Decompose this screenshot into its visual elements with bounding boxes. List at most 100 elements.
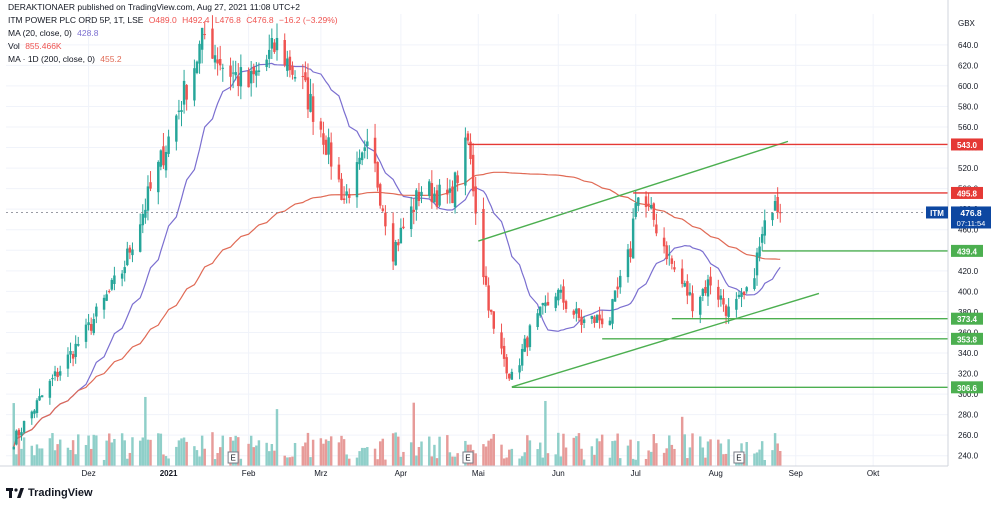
candle-body[interactable] bbox=[286, 58, 289, 71]
candle-body[interactable] bbox=[487, 285, 490, 311]
candle-body[interactable] bbox=[221, 67, 225, 69]
candle-body[interactable] bbox=[319, 121, 323, 130]
candle-body[interactable] bbox=[409, 206, 413, 230]
candle-body[interactable] bbox=[518, 365, 521, 373]
candle-body[interactable] bbox=[193, 68, 196, 101]
candle-body[interactable] bbox=[89, 324, 93, 331]
candle-body[interactable] bbox=[582, 319, 586, 323]
candle-body[interactable] bbox=[474, 186, 477, 214]
candle-body[interactable] bbox=[546, 301, 550, 306]
candle-body[interactable] bbox=[520, 348, 524, 366]
candle-body[interactable] bbox=[92, 318, 95, 334]
candle-body[interactable] bbox=[673, 267, 676, 270]
candle-body[interactable] bbox=[435, 190, 439, 207]
candle-body[interactable] bbox=[631, 218, 635, 259]
candle-body[interactable] bbox=[719, 295, 723, 300]
trendline[interactable] bbox=[478, 140, 789, 242]
candle-body[interactable] bbox=[402, 226, 405, 229]
candle-body[interactable] bbox=[456, 175, 459, 183]
candle-body[interactable] bbox=[745, 287, 748, 292]
candle-body[interactable] bbox=[771, 212, 774, 221]
candle-body[interactable] bbox=[342, 198, 346, 200]
candle-body[interactable] bbox=[74, 343, 77, 358]
candle-body[interactable] bbox=[536, 313, 539, 328]
candle-body[interactable] bbox=[554, 296, 557, 308]
candle-body[interactable] bbox=[704, 287, 707, 294]
candle-body[interactable] bbox=[17, 429, 21, 436]
candle-body[interactable] bbox=[412, 209, 415, 212]
candle-body[interactable] bbox=[87, 322, 90, 326]
candle-body[interactable] bbox=[157, 161, 160, 193]
candle-body[interactable] bbox=[229, 65, 232, 77]
candle-body[interactable] bbox=[327, 137, 330, 155]
candle-body[interactable] bbox=[415, 190, 418, 210]
candle-body[interactable] bbox=[231, 72, 235, 74]
candle-body[interactable] bbox=[376, 162, 379, 188]
candle-body[interactable] bbox=[572, 310, 576, 315]
candle-body[interactable] bbox=[291, 65, 294, 75]
candle-body[interactable] bbox=[438, 184, 441, 206]
candle-body[interactable] bbox=[670, 258, 674, 264]
candle-body[interactable] bbox=[363, 147, 366, 151]
candle-body[interactable] bbox=[433, 193, 436, 203]
candle-body[interactable] bbox=[665, 245, 668, 260]
candle-body[interactable] bbox=[355, 162, 359, 198]
candle-body[interactable] bbox=[528, 325, 532, 348]
candle-body[interactable] bbox=[337, 164, 341, 180]
candle-body[interactable] bbox=[218, 58, 222, 66]
candle-body[interactable] bbox=[84, 324, 88, 342]
candle-body[interactable] bbox=[185, 85, 188, 100]
candle-body[interactable] bbox=[324, 139, 328, 155]
candle-body[interactable] bbox=[329, 142, 333, 167]
candle-body[interactable] bbox=[234, 72, 237, 76]
candle-body[interactable] bbox=[35, 400, 39, 414]
candle-body[interactable] bbox=[22, 420, 26, 433]
candle-body[interactable] bbox=[608, 320, 612, 326]
candle-body[interactable] bbox=[420, 191, 423, 197]
candle-body[interactable] bbox=[304, 72, 307, 81]
candle-body[interactable] bbox=[200, 27, 204, 50]
candle-body[interactable] bbox=[149, 182, 152, 189]
candle-body[interactable] bbox=[510, 371, 514, 380]
candle-body[interactable] bbox=[138, 224, 142, 252]
candle-body[interactable] bbox=[717, 286, 720, 300]
candle-body[interactable] bbox=[397, 242, 400, 246]
candle-body[interactable] bbox=[373, 137, 377, 164]
candle-body[interactable] bbox=[629, 248, 632, 258]
earnings-marker[interactable] bbox=[462, 451, 474, 464]
candle-body[interactable] bbox=[366, 141, 369, 146]
candle-body[interactable] bbox=[451, 186, 454, 204]
candle-body[interactable] bbox=[69, 351, 72, 355]
earnings-marker[interactable] bbox=[733, 451, 745, 464]
candle-body[interactable] bbox=[131, 249, 134, 256]
candle-body[interactable] bbox=[647, 203, 650, 206]
candle-body[interactable] bbox=[95, 306, 98, 317]
candle-body[interactable] bbox=[164, 151, 168, 171]
candle-body[interactable] bbox=[428, 181, 431, 196]
candle-body[interactable] bbox=[680, 268, 684, 284]
candle-body[interactable] bbox=[283, 40, 286, 66]
candle-body[interactable] bbox=[108, 291, 111, 293]
candle-body[interactable] bbox=[105, 294, 108, 301]
candle-body[interactable] bbox=[162, 146, 165, 166]
candle-body[interactable] bbox=[340, 178, 343, 201]
candle-body[interactable] bbox=[265, 59, 268, 68]
candle-body[interactable] bbox=[311, 96, 315, 122]
candle-body[interactable] bbox=[417, 191, 421, 201]
candle-body[interactable] bbox=[464, 137, 467, 186]
candle-body[interactable] bbox=[30, 411, 34, 419]
candle-body[interactable] bbox=[381, 208, 385, 211]
candle-body[interactable] bbox=[345, 191, 348, 196]
candle-body[interactable] bbox=[706, 279, 710, 297]
candle-body[interactable] bbox=[120, 273, 124, 279]
candle-body[interactable] bbox=[652, 203, 656, 220]
candle-body[interactable] bbox=[180, 110, 183, 112]
candle-body[interactable] bbox=[66, 354, 70, 369]
candle-body[interactable] bbox=[471, 154, 475, 192]
candle-body[interactable] bbox=[177, 110, 181, 112]
candle-body[interactable] bbox=[541, 303, 545, 306]
candle-body[interactable] bbox=[391, 223, 395, 262]
candle-body[interactable] bbox=[141, 213, 145, 226]
candle-body[interactable] bbox=[779, 212, 782, 214]
candle-body[interactable] bbox=[688, 292, 692, 295]
